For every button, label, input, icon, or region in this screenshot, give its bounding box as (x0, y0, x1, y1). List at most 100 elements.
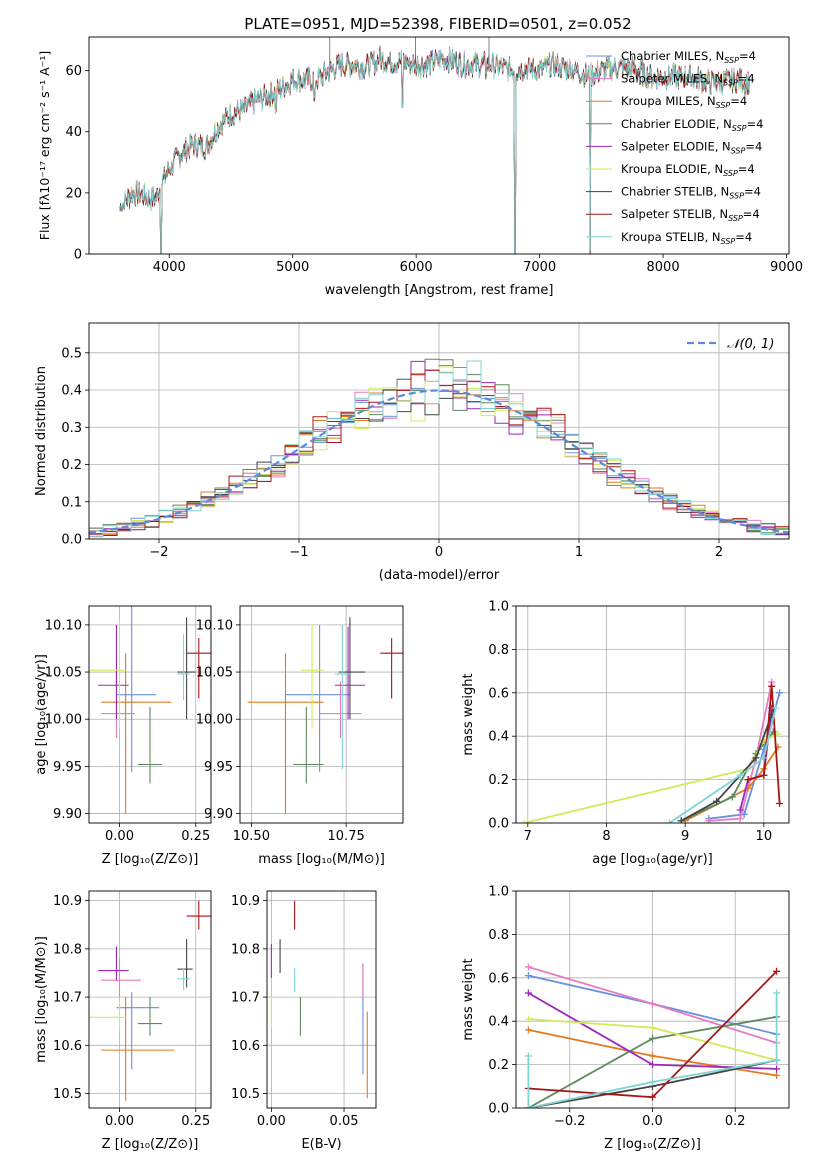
legend-label-text-5: Kroupa ELODIE, N (621, 162, 723, 176)
mass-vs-EBV-ytick-label-1: 10.6 (231, 1039, 260, 1054)
massweight-vs-age-ytick-label-3: 0.6 (488, 686, 509, 701)
legend-label-sub-7: SSP (728, 214, 743, 223)
massweight-vs-age-xtick-label-2: 9 (681, 829, 689, 844)
massweight-vs-Z-series-kroupa-miles-marker-1 (649, 1052, 656, 1060)
figure-title: PLATE=0951, MJD=52398, FIBERID=0501, z=0… (244, 15, 631, 33)
mass-vs-Z-point-chabrier-elodie (137, 997, 163, 1036)
age-vs-Z-plot-area (89, 606, 211, 823)
mass-vs-EBV-xlabel: E(B-V) (301, 1137, 341, 1152)
spectrum-xtick-label-2: 6000 (400, 260, 433, 275)
massweight-vs-age-series-kroupa-stelib-marker-0 (665, 819, 673, 823)
age-vs-mass-ytick-label-1: 9.95 (204, 760, 233, 775)
massweight-vs-age-ytick-label-1: 0.2 (488, 773, 509, 788)
legend-label-tail-5: =4 (738, 162, 755, 176)
mass-vs-Z-xtick-label-0: 0.00 (105, 1114, 134, 1129)
massweight-vs-age-xlabel: age [log₁₀(age/yr)] (592, 852, 713, 867)
age-vs-Z-point-salpeter-elodie (98, 624, 129, 720)
spectrum-xlabel: wavelength [Angstrom, rest frame] (325, 283, 554, 298)
age-vs-mass-ytick-label-4: 10.10 (196, 618, 233, 633)
massweight-vs-age-frame (515, 605, 790, 824)
spectrum-xtick-label-3: 7000 (523, 260, 556, 275)
age-vs-Z-ytick-label-2: 10.00 (45, 713, 82, 728)
legend-label-tail-7: =4 (743, 207, 760, 221)
residuals-xlabel: (data-model)/error (379, 568, 500, 583)
spectrum-ytick-label-1: 20 (65, 186, 82, 201)
massweight-vs-age-series-salpeter-stelib (744, 682, 784, 807)
massweight-vs-Z-series-kroupa-stelib-marker-1 (524, 1104, 532, 1108)
massweight-vs-age-series-salpeter-stelib-marker-1 (760, 771, 768, 779)
massweight-vs-Z-series-kroupa-stelib (524, 989, 781, 1108)
massweight-vs-Z-ytick-label-0: 0.0 (488, 1102, 509, 1117)
mass-vs-Z-point-kroupa-miles (101, 997, 175, 1101)
age-vs-Z-panel: 0.00 0.25 9.90 9.95 10.00 10.05 10.10 Z [log₁₀(… (34, 605, 212, 867)
age-vs-mass-xtick-label-0: 10.50 (233, 829, 270, 844)
massweight-vs-age-ytick-label-4: 0.8 (488, 643, 509, 658)
mass-vs-EBV-ytick-label-3: 10.8 (231, 942, 260, 957)
massweight-vs-Z-series-salpeter-elodie-marker-2 (773, 1065, 781, 1073)
legend-label-sub-5: SSP (723, 169, 738, 178)
massweight-vs-age-series-salpeter-stelib-marker-3 (776, 799, 784, 807)
age-vs-Z-ytick-label-4: 10.10 (45, 618, 82, 633)
age-vs-mass-point-salpeter-miles (319, 681, 362, 739)
legend-label-0: Chabrier MILES, NSSP=4 (621, 49, 756, 65)
massweight-vs-Z-series-kroupa-miles-marker-0 (524, 1026, 532, 1034)
residuals-gaussian-curve (89, 389, 789, 534)
massweight-vs-age-series-chabrier-stelib-marker-2 (752, 754, 760, 762)
mass-vs-Z-ylabel: mass [log₁₀(M/M⊙)] (34, 936, 49, 1063)
age-vs-Z-xtick-label-0: 0.00 (105, 829, 134, 844)
age-vs-mass-frame (239, 605, 404, 824)
massweight-vs-Z-series-kroupa-stelib-marker-3 (773, 1056, 781, 1064)
age-vs-Z-point-kroupa-stelib (177, 634, 190, 701)
massweight-vs-age-series-salpeter-miles-marker-1 (736, 815, 744, 823)
spectrum-panel: 4000 5000 6000 7000 8000 9000 0 20 40 60 wavelengt… (37, 36, 803, 298)
mass-vs-Z-point-chabrier-miles (116, 992, 160, 1070)
massweight-vs-age-series-salpeter-stelib-marker-0 (744, 776, 752, 784)
mass-vs-Z-point-salpeter-miles (101, 958, 141, 998)
legend-label-sub-2: SSP (716, 101, 731, 110)
residuals-ytick-label-0: 0.0 (61, 533, 82, 548)
age-vs-Z-point-kroupa-elodie (89, 620, 126, 729)
legend-label-text-8: Kroupa STELIB, N (621, 230, 721, 244)
age-vs-Z-ylabel: age [log₁₀(age/yr)] (34, 654, 49, 775)
mass-vs-Z-point-kroupa-elodie (89, 1001, 126, 1031)
legend-label-tail-8: =4 (735, 230, 752, 244)
age-vs-mass-point-chabrier-elodie (293, 706, 324, 784)
massweight-vs-age-ytick-label-0: 0.0 (488, 817, 509, 832)
massweight-vs-Z-series-kroupa-stelib-marker-2 (649, 1078, 656, 1086)
spectrum-line-kroupa-stelib (119, 47, 750, 254)
legend-label-sub-3: SSP (732, 124, 747, 133)
massweight-vs-age-series-kroupa-elodie-marker-0 (520, 819, 528, 823)
mass-vs-Z-ytick-label-1: 10.6 (53, 1039, 82, 1054)
residuals-ytick-label-5: 0.5 (61, 346, 82, 361)
age-vs-mass-point-chabrier-miles (285, 624, 350, 773)
residuals-plot-area (89, 323, 789, 539)
massweight-vs-age-ytick-label-5: 1.0 (488, 600, 509, 615)
residuals-xtick-label-4: 2 (715, 545, 723, 560)
spectrum-ytick-label-0: 0 (74, 248, 82, 263)
plot-layer: 4000 5000 6000 7000 8000 90000204060wavelengt… (34, 36, 803, 1152)
massweight-vs-Z-series-salpeter-miles-marker-0 (524, 963, 532, 971)
residuals-ytick-label-1: 0.1 (61, 495, 82, 510)
massweight-vs-age-series-chabrier-elodie-line (680, 731, 775, 822)
massweight-vs-Z-ytick-label-1: 0.2 (488, 1058, 509, 1073)
legend-label-sub-4: SSP (731, 146, 746, 155)
massweight-vs-Z-ytick-label-4: 0.8 (488, 928, 509, 943)
mass-vs-Z-ytick-label-0: 10.5 (53, 1087, 82, 1102)
age-vs-mass-point-salpeter-stelib (380, 638, 403, 699)
massweight-vs-Z-series-salpeter-elodie-marker-1 (649, 1061, 656, 1069)
massweight-vs-Z-frame (515, 890, 790, 1109)
legend-label-1: Salpeter MILES, NSSP=4 (621, 72, 755, 88)
massweight-vs-age-series-salpeter-stelib-marker-2 (768, 682, 776, 690)
legend-label-tail-4: =4 (745, 139, 762, 153)
massweight-vs-age-ylabel: mass weight (461, 673, 476, 755)
age-vs-mass-ytick-label-2: 10.00 (196, 713, 233, 728)
massweight-vs-age-xtick-label-1: 8 (602, 829, 610, 844)
spectrum-plot-area (119, 37, 750, 254)
spectrum-xtick-label-5: 9000 (770, 260, 803, 275)
age-vs-mass-plot-area (240, 606, 403, 823)
massweight-vs-age-series-salpeter-miles-marker-0 (705, 817, 713, 823)
age-vs-Z-point-chabrier-elodie (137, 706, 163, 784)
massweight-vs-age-series-kroupa-stelib-marker-3 (772, 704, 780, 712)
mass-vs-Z-xlabel: Z [log₁₀(Z/Z⊙)] (102, 1137, 199, 1152)
residuals-xtick-label-2: 0 (435, 545, 443, 560)
